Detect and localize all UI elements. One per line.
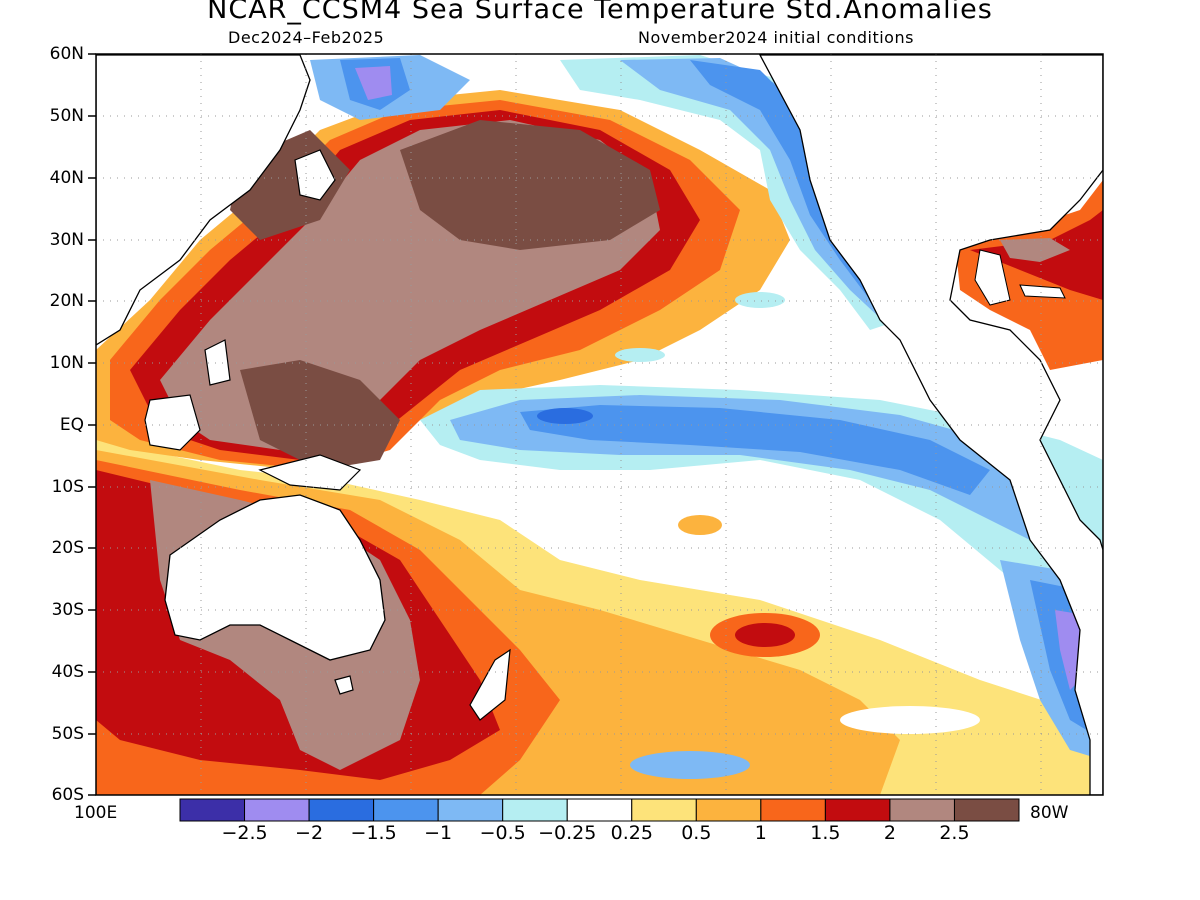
lat-label-40s: 40S: [51, 662, 84, 682]
lat-label-50n: 50N: [49, 106, 84, 126]
lat-label-60s: 60S: [51, 785, 84, 805]
colorbar-label: −1: [424, 822, 453, 844]
colorbar-swatch: [308, 798, 375, 822]
colorbar-label: 2.5: [939, 822, 970, 844]
colorbar-label: 2: [883, 822, 896, 844]
lat-label-10s: 10S: [51, 477, 84, 497]
lat-label-50s: 50S: [51, 724, 84, 744]
colorbar-swatch: [566, 798, 633, 822]
lat-label-30s: 30S: [51, 600, 84, 620]
colorbar-swatch: [953, 798, 1020, 822]
colorbar-swatch: [373, 798, 439, 822]
colorbar-label: −0.25: [538, 822, 597, 844]
colorbar-swatch: [824, 798, 891, 822]
lat-ticks: [88, 53, 96, 796]
map-title: NCAR_CCSM4 Sea Surface Temperature Std.A…: [207, 0, 993, 25]
colorbar-label: 1.5: [810, 822, 841, 844]
colorbar-label: −2: [295, 822, 324, 844]
colorbar-label: 0.25: [610, 822, 653, 844]
lat-label-10n: 10N: [49, 353, 84, 373]
lon-label-east: 80W: [1030, 803, 1069, 823]
colorbar-swatch: [889, 798, 955, 822]
colorbar-label: −1.5: [350, 822, 397, 844]
lat-label-eq: EQ: [59, 415, 84, 435]
forecast-period: Dec2024–Feb2025: [228, 28, 385, 47]
lat-label-30n: 30N: [49, 230, 84, 250]
colorbar-label: −0.5: [479, 822, 526, 844]
lat-label-60n: 60N: [49, 44, 84, 64]
colorbar-swatch: [179, 798, 246, 822]
colorbar-swatch: [631, 798, 697, 822]
lat-label-40n: 40N: [49, 168, 84, 188]
lat-label-20n: 20N: [49, 291, 84, 311]
colorbar: [179, 798, 1020, 822]
colorbar-label: 1: [754, 822, 767, 844]
colorbar-label: −2.5: [221, 822, 268, 844]
colorbar-swatch: [695, 798, 762, 822]
colorbar-label: 0.5: [681, 822, 712, 844]
lon-label-west: 100E: [74, 803, 118, 823]
initial-conditions: November2024 initial conditions: [638, 28, 914, 47]
colorbar-swatch: [437, 798, 504, 822]
lat-label-20s: 20S: [51, 538, 84, 558]
colorbar-swatch: [502, 798, 568, 822]
colorbar-swatch: [244, 798, 310, 822]
colorbar-swatch: [760, 798, 826, 822]
anomaly-field: [96, 54, 1103, 795]
